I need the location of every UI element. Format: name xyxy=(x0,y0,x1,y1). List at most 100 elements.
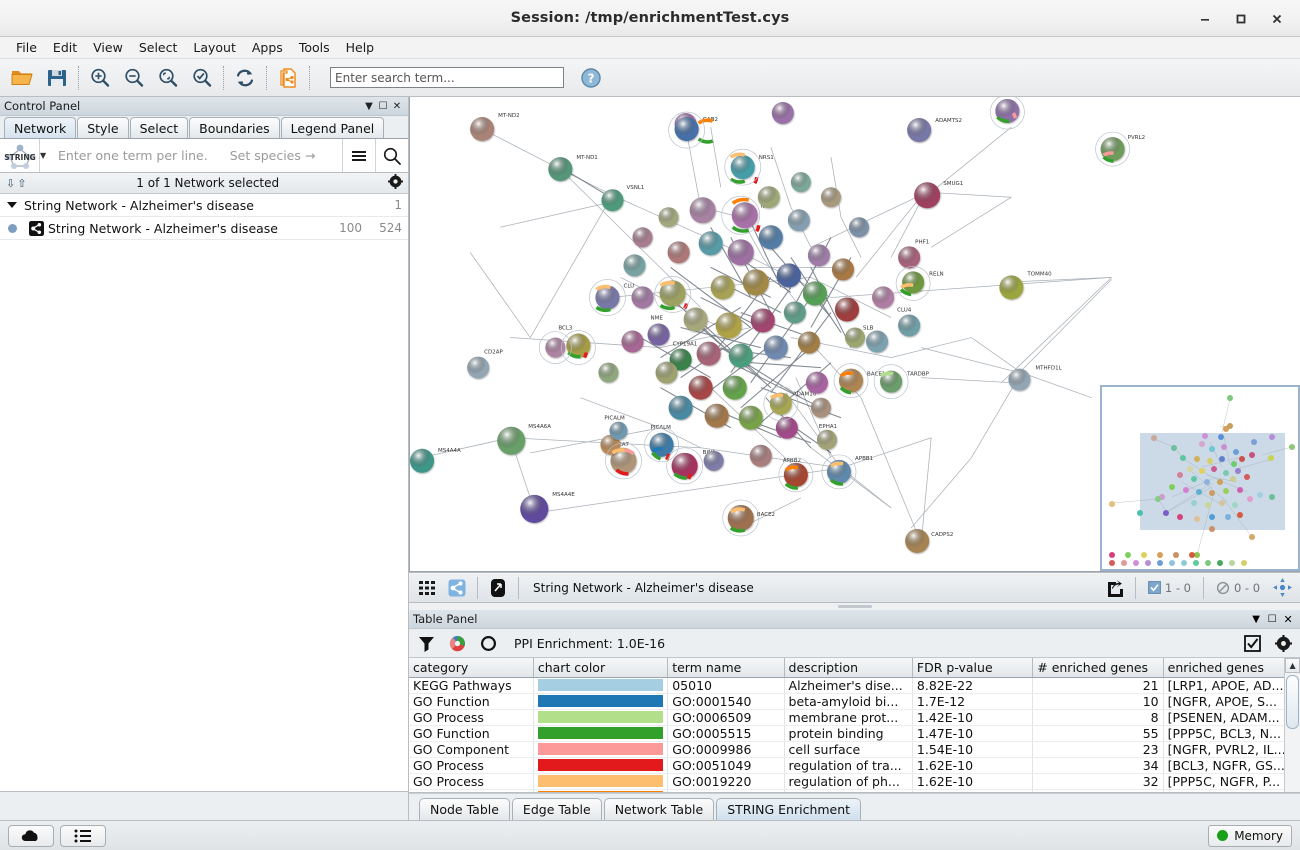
panel-splitter[interactable] xyxy=(409,603,1300,610)
table-panel-dropdown-icon[interactable]: ▼ xyxy=(1252,613,1260,625)
close-button[interactable] xyxy=(1260,5,1294,33)
list-icon[interactable] xyxy=(60,824,106,847)
gear-icon[interactable] xyxy=(1272,632,1294,654)
tab-network[interactable]: Network xyxy=(4,117,77,138)
save-session-icon[interactable] xyxy=(40,62,74,94)
scroll-up-arrow-icon[interactable]: ▲ xyxy=(1285,658,1300,673)
help-icon[interactable]: ? xyxy=(578,65,604,91)
string-network-icon[interactable] xyxy=(443,575,471,600)
table-row[interactable]: KEGG Pathways 05010 Alzheimer's dise... 8.8… xyxy=(409,677,1300,694)
birds-eye-canvas[interactable] xyxy=(1102,387,1299,569)
chart-color-swatch xyxy=(537,711,664,723)
birds-eye-view[interactable] xyxy=(1100,385,1300,571)
column-header-enriched-gene-count[interactable]: # enriched genes xyxy=(1032,658,1164,678)
zoom-fit-selected-icon[interactable] xyxy=(185,62,219,94)
cell-description: protein binding xyxy=(784,725,913,742)
search-input[interactable]: Enter search term... xyxy=(330,67,564,88)
column-header-description[interactable]: description xyxy=(784,658,913,678)
search-placeholder: Enter search term... xyxy=(335,70,455,85)
string-species-caret-icon[interactable]: ▼ xyxy=(40,151,47,160)
string-species-hint[interactable]: Set species → xyxy=(229,148,316,163)
table-row[interactable]: GO Process GO:0006509 membrane prot... 1.42… xyxy=(409,709,1300,726)
minimize-button[interactable] xyxy=(1188,5,1222,33)
menu-apps[interactable]: Apps xyxy=(251,40,283,55)
selected-nodes-count[interactable]: 1 - 0 xyxy=(1142,581,1197,595)
control-panel-close-icon[interactable]: ✕ xyxy=(392,100,402,112)
expand-all-icon[interactable]: ⇧ xyxy=(17,176,27,190)
filter-funnel-icon[interactable] xyxy=(415,632,437,654)
grid-layout-icon[interactable] xyxy=(413,575,441,600)
zoom-in-icon[interactable] xyxy=(83,62,117,94)
table-row[interactable]: GO Process GO:0033619membrane prot...1.93… xyxy=(409,789,1300,792)
table-panel-header: Table Panel ▼ ☐ ✕ xyxy=(409,610,1300,629)
scroll-thumb[interactable] xyxy=(1286,675,1300,729)
enrichment-table-wrapper[interactable]: category chart color term name descripti… xyxy=(409,658,1300,793)
menu-help[interactable]: Help xyxy=(345,40,375,55)
cell-chart-color xyxy=(533,693,669,710)
chart-color-pie-icon[interactable] xyxy=(446,632,468,654)
tab-edge-table[interactable]: Edge Table xyxy=(511,798,602,820)
svg-text:EPHA1: EPHA1 xyxy=(819,424,837,430)
network-tree-child-row[interactable]: String Network - Alzheimer's disease 100… xyxy=(0,217,408,240)
tab-select[interactable]: Select xyxy=(129,117,189,138)
tab-boundaries[interactable]: Boundaries xyxy=(189,117,280,138)
hidden-nodes-count[interactable]: 0 - 0 xyxy=(1210,581,1266,595)
memory-button[interactable]: Memory xyxy=(1208,824,1292,847)
zoom-out-icon[interactable] xyxy=(117,62,151,94)
tab-string-enrichment[interactable]: STRING Enrichment xyxy=(716,798,862,820)
network-tree-root-row[interactable]: String Network - Alzheimer's disease 1 xyxy=(0,194,408,217)
svg-text:MTHFD1L: MTHFD1L xyxy=(1035,366,1062,372)
menu-select[interactable]: Select xyxy=(138,40,178,55)
tab-legend-panel[interactable]: Legend Panel xyxy=(280,117,385,138)
control-panel-dropdown-icon[interactable]: ▼ xyxy=(365,100,373,112)
selected-dot-icon xyxy=(0,223,24,233)
string-query-input[interactable]: Enter one term per line. Set species → xyxy=(52,139,342,172)
menu-layout[interactable]: Layout xyxy=(193,40,236,55)
svg-text:SMUG1: SMUG1 xyxy=(943,181,963,187)
table-row[interactable]: GO Function GO:0005515 protein binding 1.47… xyxy=(409,725,1300,742)
expand-triangle-icon[interactable] xyxy=(0,202,24,208)
menu-tools[interactable]: Tools xyxy=(298,40,330,55)
table-row[interactable]: GO Process GO:0051049 regulation of tra...… xyxy=(409,757,1300,774)
table-row[interactable]: GO Process GO:0019220 regulation of ph... 1… xyxy=(409,773,1300,790)
svg-text:CYP19A1: CYP19A1 xyxy=(673,342,698,348)
column-header-category[interactable]: category xyxy=(409,658,534,678)
annotation-icon[interactable] xyxy=(484,575,512,600)
collapse-all-icon[interactable]: ⇩ xyxy=(6,176,16,190)
compass-icon[interactable] xyxy=(1268,575,1296,600)
network-view[interactable]: MT-ND2 MT-ND1 VSNL1 GAB2 NRS1 IL1B CLU N… xyxy=(409,97,1300,572)
table-panel-float-icon[interactable]: ☐ xyxy=(1267,613,1277,625)
hamburger-icon[interactable] xyxy=(342,139,375,172)
search-icon[interactable] xyxy=(375,139,408,172)
table-row[interactable]: GO Component GO:0009986 cell surface 1.54E-… xyxy=(409,741,1300,758)
cloud-icon[interactable] xyxy=(8,824,54,847)
open-session-icon[interactable] xyxy=(6,62,40,94)
network-canvas[interactable]: MT-ND2 MT-ND1 VSNL1 GAB2 NRS1 IL1B CLU N… xyxy=(410,97,1300,572)
cell-chart-color xyxy=(533,741,669,758)
svg-text:STRING: STRING xyxy=(4,153,36,162)
menu-file[interactable]: File xyxy=(16,40,37,55)
table-panel-close-icon[interactable]: ✕ xyxy=(1283,612,1293,626)
control-panel-float-icon[interactable]: ☐ xyxy=(378,100,388,112)
gear-icon[interactable] xyxy=(388,174,403,192)
table-vertical-scrollbar[interactable]: ▲ xyxy=(1284,658,1300,792)
menu-view[interactable]: View xyxy=(93,40,123,55)
column-header-chart-color[interactable]: chart color xyxy=(533,658,669,678)
tab-style[interactable]: Style xyxy=(77,117,129,138)
tab-node-table[interactable]: Node Table xyxy=(419,798,510,820)
refresh-icon[interactable] xyxy=(228,62,262,94)
chart-ring-icon[interactable] xyxy=(477,632,499,654)
column-header-enriched-genes[interactable]: enriched genes xyxy=(1163,658,1300,678)
menu-edit[interactable]: Edit xyxy=(52,40,78,55)
maximize-button[interactable] xyxy=(1224,5,1258,33)
zoom-fit-network-icon[interactable] xyxy=(151,62,185,94)
tab-network-table[interactable]: Network Table xyxy=(603,798,715,820)
column-header-fdr-pvalue[interactable]: FDR p-value xyxy=(912,658,1034,678)
string-logo-icon[interactable]: STRING xyxy=(0,139,40,172)
table-row[interactable]: GO Function GO:0001540 beta-amyloid bi... 1… xyxy=(409,693,1300,710)
destroy-network-icon[interactable] xyxy=(271,62,305,94)
select-all-checkbox-icon[interactable] xyxy=(1241,632,1263,654)
export-image-icon[interactable] xyxy=(1101,575,1129,600)
column-header-term-name[interactable]: term name xyxy=(667,658,785,678)
